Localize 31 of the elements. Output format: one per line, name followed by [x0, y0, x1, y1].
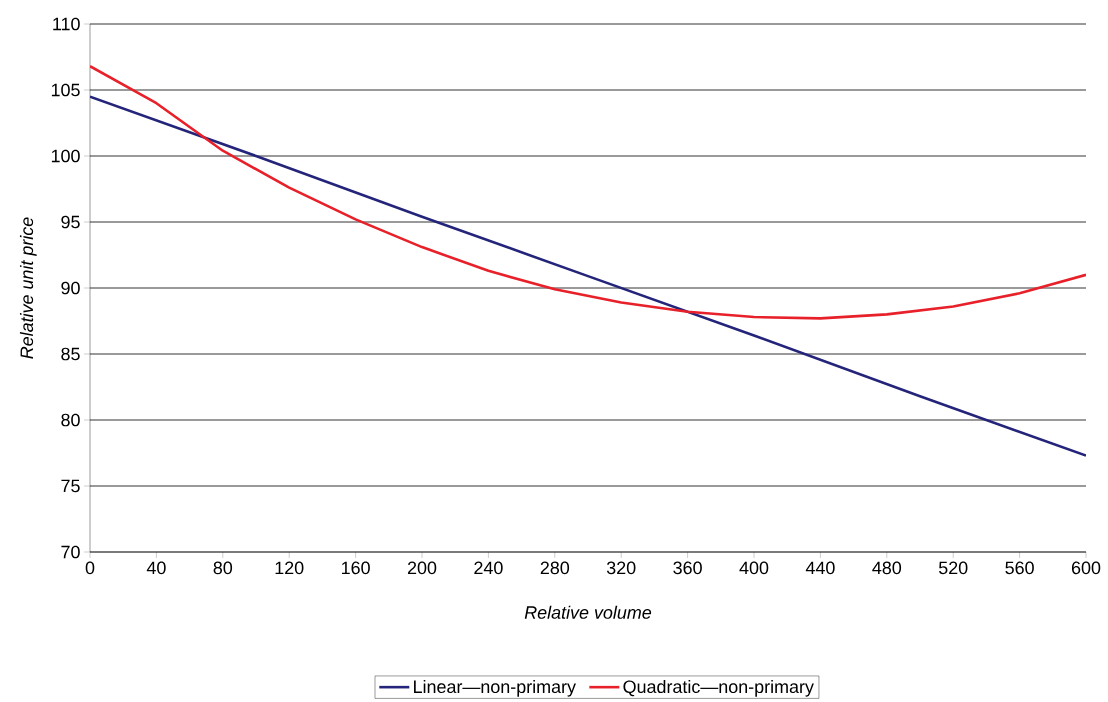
x-tick-label: 40	[146, 561, 166, 575]
legend-label: Quadratic—non-primary	[623, 679, 814, 697]
x-tick-label: 200	[407, 561, 437, 575]
x-tick-label: 520	[938, 561, 968, 575]
y-axis-title: Relative unit price	[19, 217, 37, 359]
legend-label: Linear—non-primary	[414, 679, 576, 697]
y-tick-label: 90	[61, 281, 80, 295]
y-tick-label: 110	[53, 17, 80, 31]
y-tick-label: 100	[51, 149, 80, 163]
x-tick-label: 280	[540, 561, 570, 575]
line-series	[90, 64, 1087, 320]
y-tick-label: 75	[61, 479, 80, 493]
y-tick-label: 80	[61, 413, 80, 427]
x-tick-label: 120	[275, 561, 304, 575]
x-tick-label: 440	[805, 561, 835, 575]
x-axis-title: Relative volume	[524, 605, 652, 619]
x-tick-label: 560	[1005, 561, 1034, 575]
x-tick-label: 360	[673, 561, 702, 575]
x-tick-label: 80	[213, 561, 233, 575]
y-tick-label: 70	[61, 545, 80, 559]
x-tick-label: 400	[739, 561, 769, 575]
x-tick-label: 480	[872, 561, 902, 575]
y-tick-label: 85	[61, 347, 80, 361]
x-tick-label: 0	[85, 561, 95, 575]
y-tick-label: 105	[51, 83, 80, 97]
x-tick-label: 600	[1071, 561, 1101, 575]
x-tick-label: 160	[342, 561, 370, 575]
x-tick-label: 320	[606, 561, 636, 575]
line-series	[90, 95, 1087, 457]
y-tick-label: 95	[61, 215, 80, 229]
x-tick-label: 240	[474, 561, 503, 575]
